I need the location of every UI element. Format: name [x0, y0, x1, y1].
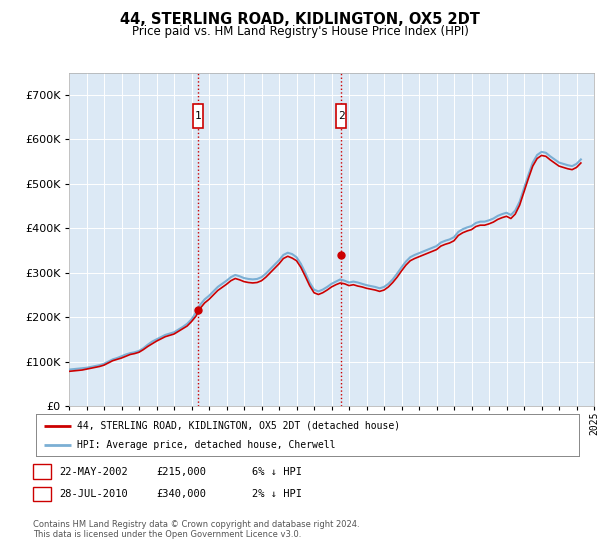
Text: £340,000: £340,000: [156, 489, 206, 499]
Text: 28-JUL-2010: 28-JUL-2010: [59, 489, 128, 499]
Text: Contains HM Land Registry data © Crown copyright and database right 2024.
This d: Contains HM Land Registry data © Crown c…: [33, 520, 359, 539]
Text: 2: 2: [39, 489, 45, 499]
FancyBboxPatch shape: [337, 104, 346, 128]
Text: 1: 1: [195, 111, 202, 121]
Text: 2: 2: [338, 111, 344, 121]
Text: HPI: Average price, detached house, Cherwell: HPI: Average price, detached house, Cher…: [77, 440, 335, 450]
Text: 2% ↓ HPI: 2% ↓ HPI: [252, 489, 302, 499]
Text: 44, STERLING ROAD, KIDLINGTON, OX5 2DT: 44, STERLING ROAD, KIDLINGTON, OX5 2DT: [120, 12, 480, 27]
FancyBboxPatch shape: [193, 104, 203, 128]
Text: 1: 1: [39, 466, 45, 477]
Text: Price paid vs. HM Land Registry's House Price Index (HPI): Price paid vs. HM Land Registry's House …: [131, 25, 469, 38]
Text: 22-MAY-2002: 22-MAY-2002: [59, 466, 128, 477]
Text: £215,000: £215,000: [156, 466, 206, 477]
Text: 6% ↓ HPI: 6% ↓ HPI: [252, 466, 302, 477]
Text: 44, STERLING ROAD, KIDLINGTON, OX5 2DT (detached house): 44, STERLING ROAD, KIDLINGTON, OX5 2DT (…: [77, 421, 400, 431]
